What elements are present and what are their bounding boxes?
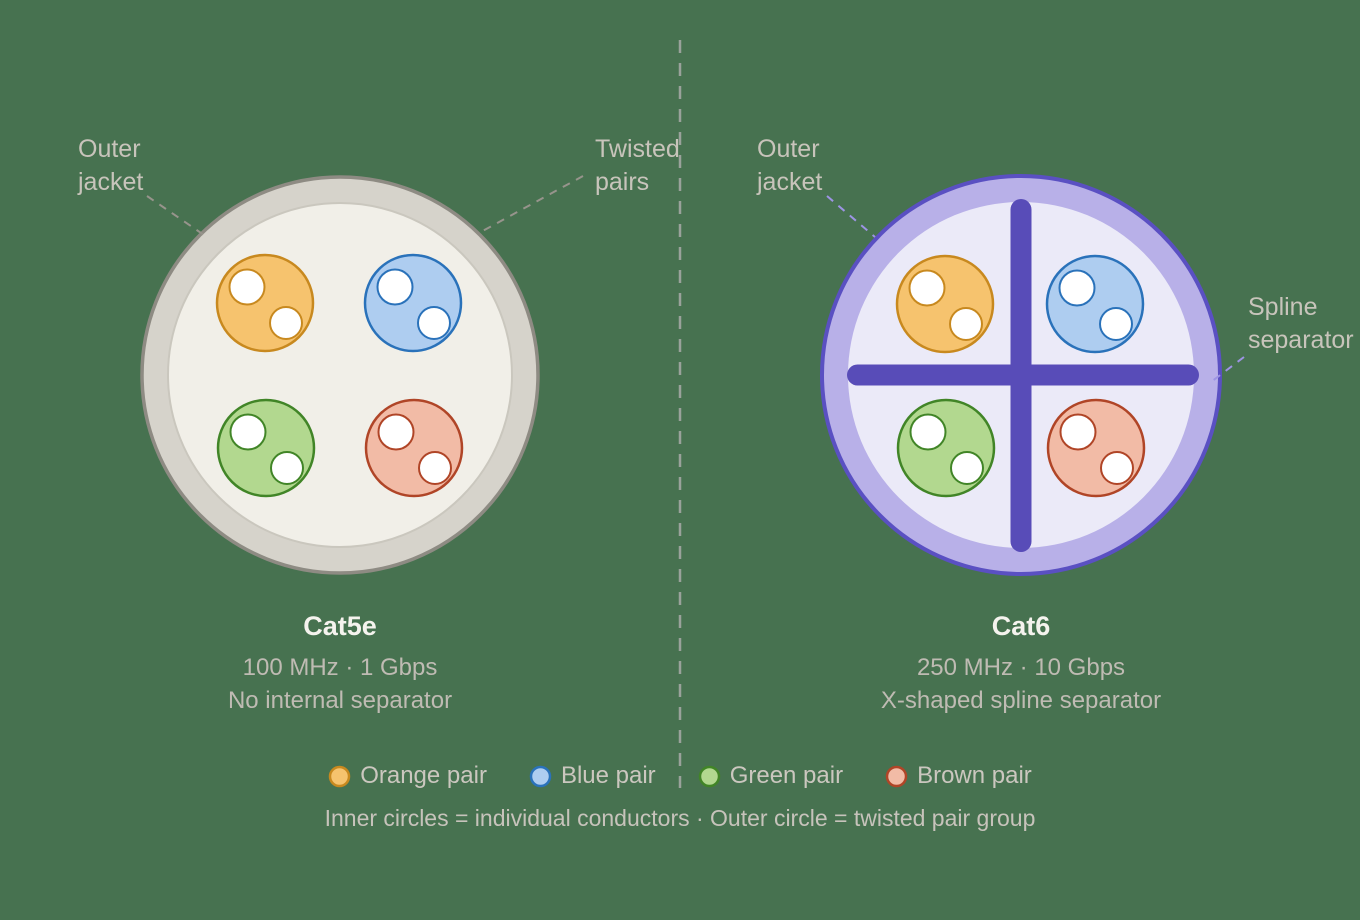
cat6-brown-pair [1046,398,1146,498]
legend-item-orange: Orange pair [328,762,487,790]
cat6-spline-leader-line [1210,356,1245,383]
cat5e-orange-conductor-2 [269,306,303,340]
legend-item-blue: Blue pair [529,762,656,790]
cat5e-orange-conductor-1 [228,268,266,306]
cat5e-outer-jacket-label: Outer jacket [78,135,144,196]
cat5e-green-conductor-1 [229,413,267,451]
cat5e-blue-pair [363,253,463,353]
blue-pair-swatch-icon [529,765,552,787]
cat5e-spec: 100 MHz · 1 Gbps [242,654,438,681]
cat6-outer-jacket-leader-line [826,195,876,238]
cat5e-green-conductor-2 [270,451,304,485]
legend-label-orange: Orange pair [360,762,487,789]
cat6-blue-conductor-2 [1099,307,1133,341]
orange-pair-swatch-icon [328,765,351,787]
orange-pair-swatch-circle [328,765,351,787]
cat5e-orange-pair [215,253,315,353]
legend-label-brown: Brown pair [917,762,1032,789]
cat5e-twisted-pairs-label: Twisted pairs [595,135,680,196]
diagram-footnote: Inner circles = individual conductors · … [324,805,1036,831]
cat6-brown-conductor-1 [1059,413,1097,451]
cat5e-outer-jacket-leader-line [146,195,205,236]
legend: Orange pair Blue pair Green pair Brown p… [0,762,1360,790]
cat6-blue-conductor-1 [1058,269,1096,307]
cat5e-cross-section [140,175,540,575]
cat6-orange-conductor-1 [908,269,946,307]
cat5e-title: Cat5e [303,611,377,641]
legend-item-green: Green pair [698,762,843,790]
green-pair-swatch-icon [698,765,720,787]
cat5e-brown-pair-group [364,398,464,498]
legend-label-blue: Blue pair [560,762,656,789]
cat5e-caption-block: Cat5e 100 MHz · 1 Gbps No internal separ… [140,611,540,717]
cat6-caption-block: Cat6 250 MHz · 10 Gbps X-shaped spline s… [821,611,1221,717]
brown-pair-swatch-circle [885,765,908,787]
cat5e-blue-pair-group [363,253,463,353]
cat5e-brown-conductor-1 [377,413,415,451]
cat6-brown-pair-group [1046,398,1146,498]
cat5e-inner-filler [167,202,513,548]
cat5e-blue-conductor-1 [376,268,414,306]
green-pair-swatch-circle [698,765,720,787]
cat5e-blue-conductor-2 [417,306,451,340]
cat5e-orange-pair-group [215,253,315,353]
cat5e-twisted-pairs-leader-line [478,175,584,234]
cat6-outer-jacket-label: Outer jacket [757,135,823,196]
cat6-brown-conductor-2 [1100,451,1134,485]
cat6-blue-pair [1045,254,1145,354]
cat6-spline-separator-label: Spline separator [1248,293,1354,354]
cat6-title: Cat6 [991,611,1051,641]
cat6-orange-conductor-2 [949,307,983,341]
cat5e-brown-pair [364,398,464,498]
cat5e-note: No internal separator [227,687,453,714]
cat6-spec: 250 MHz · 10 Gbps [916,654,1126,681]
cat6-note: X-shaped spline separator [880,687,1162,714]
cat5e-green-pair-group [216,398,316,498]
cat5e-green-pair [216,398,316,498]
cat6-orange-pair-group [895,254,995,354]
legend-label-green: Green pair [729,762,844,789]
blue-pair-swatch-circle [529,765,552,787]
cat6-green-conductor-1 [909,413,947,451]
cat6-cross-section [820,174,1222,576]
cat6-orange-pair [895,254,995,354]
brown-pair-swatch-icon [885,765,908,787]
legend-item-brown: Brown pair [885,762,1032,790]
cat5e-brown-conductor-2 [418,451,452,485]
cat6-green-pair [896,398,996,498]
cat6-green-pair-group [896,398,996,498]
cat6-blue-pair-group [1045,254,1145,354]
cat6-green-conductor-2 [950,451,984,485]
cat6-spline-horizontal-bar [847,364,1199,386]
